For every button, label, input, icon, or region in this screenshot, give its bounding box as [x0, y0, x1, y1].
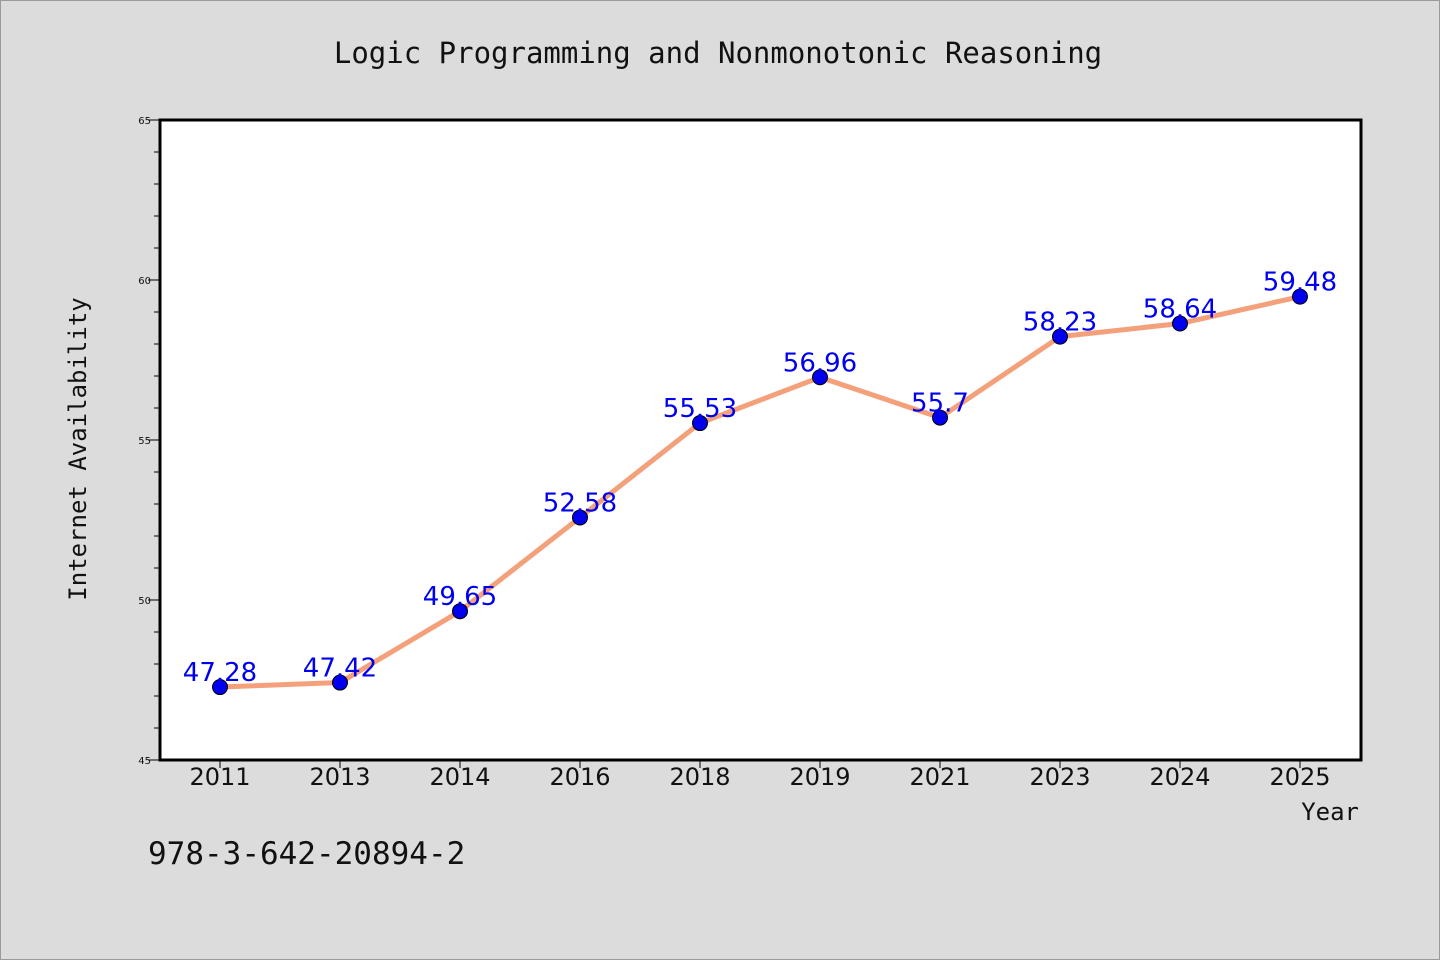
data-label: 49.65 [423, 582, 497, 612]
data-label: 55.7 [911, 389, 969, 419]
data-point [1052, 328, 1068, 345]
chart-title: Logic Programming and Nonmonotonic Reaso… [334, 36, 1102, 70]
data-label: 47.28 [183, 658, 257, 688]
data-point [572, 509, 588, 526]
series-polyline [217, 294, 1303, 690]
data-point [812, 369, 828, 386]
x-tick-label: 2011 [189, 763, 250, 791]
x-tick-label: 2018 [669, 763, 730, 791]
y-tick-label: 65 [138, 116, 151, 127]
series-markers [212, 288, 1308, 696]
x-tick-label: 2024 [1149, 763, 1210, 791]
x-tick-label: 2023 [1029, 763, 1090, 791]
data-labels: 47.28 47.42 49.65 52.58 55.53 56.96 55.7 58.23 5… [183, 268, 1337, 688]
data-label: 58.64 [1143, 295, 1217, 325]
x-tick-label: 2014 [429, 763, 490, 791]
series-line [217, 294, 1303, 690]
x-tick-label: 2013 [309, 763, 370, 791]
data-label: 55.53 [663, 394, 737, 424]
data-point [332, 674, 348, 691]
x-axis: 2011 2013 2014 2016 2018 2019 2021 2023 2024 2025 [189, 760, 1331, 791]
x-tick-label: 2019 [789, 763, 850, 791]
x-axis-label: Year [1301, 798, 1359, 826]
x-tick-label: 2025 [1269, 763, 1330, 791]
y-tick-label: 60 [138, 276, 151, 287]
data-label: 52.58 [543, 488, 617, 518]
y-tick-label: 45 [138, 756, 151, 767]
x-tick-label: 2021 [909, 763, 970, 791]
data-label: 56.96 [783, 348, 857, 378]
data-label: 58.23 [1023, 308, 1097, 338]
data-label: 59.48 [1263, 268, 1337, 298]
data-point [1172, 315, 1188, 332]
data-label: 47.42 [303, 654, 377, 684]
data-point [212, 679, 228, 696]
y-axis: 45 50 55 60 65 [138, 116, 160, 767]
x-tick-label: 2016 [549, 763, 610, 791]
y-tick-label: 55 [138, 436, 151, 447]
y-axis-label: Internet Availability [64, 297, 92, 600]
isbn-footer: 978-3-642-20894-2 [148, 836, 465, 872]
data-point [1292, 288, 1308, 305]
y-tick-label: 50 [138, 596, 151, 607]
data-point [932, 409, 948, 426]
plot-area [158, 118, 1363, 762]
data-point [692, 415, 708, 432]
data-point [452, 603, 468, 620]
